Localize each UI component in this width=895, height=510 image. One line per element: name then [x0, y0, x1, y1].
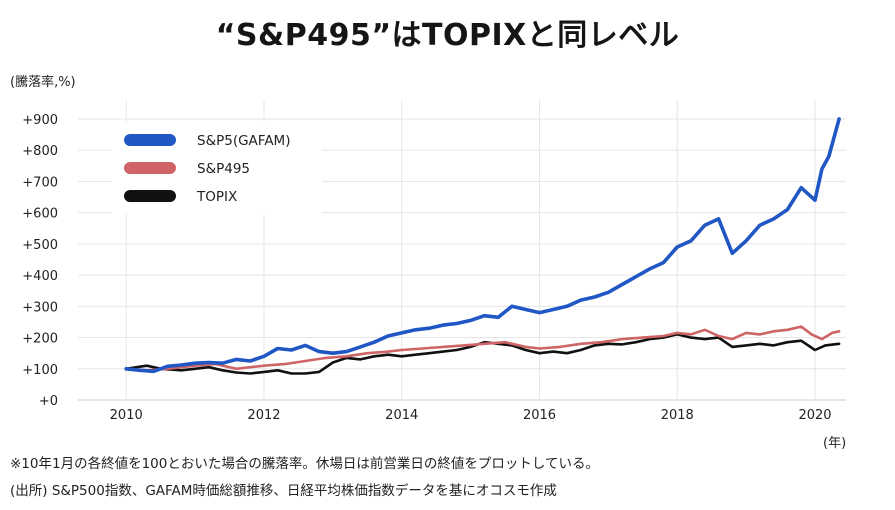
footnote-source: (出所) S&P500指数、GAFAM時価総額推移、日経平均株価指数データを基に… — [10, 483, 557, 499]
y-tick-label: +300 — [22, 300, 58, 315]
x-tick-label: 2018 — [661, 408, 694, 423]
series-line-2 — [124, 333, 841, 375]
legend: S&P5(GAFAM) S&P495 TOPIX — [112, 122, 322, 214]
x-tick-labels: 2010 2012 2014 2016 2018 2020 — [110, 408, 832, 423]
x-tick-label: 2014 — [385, 408, 418, 423]
series-lines — [124, 117, 841, 375]
x-tick-label: 2016 — [523, 408, 556, 423]
chart-title: “S&P495”はTOPIXと同レベル — [215, 18, 680, 53]
legend-label: S&P5(GAFAM) — [197, 133, 290, 149]
y-tick-label: +0 — [39, 394, 58, 409]
y-tick-label: +800 — [22, 144, 58, 159]
y-tick-label: +500 — [22, 238, 58, 253]
y-tick-label: +200 — [22, 332, 58, 347]
y-tick-label: +100 — [22, 363, 58, 378]
legend-label: S&P495 — [197, 161, 250, 177]
x-axis-unit-label: (年) — [823, 436, 847, 451]
series-line-1 — [124, 325, 841, 372]
legend-label: TOPIX — [196, 189, 237, 205]
y-tick-label: +400 — [22, 269, 58, 284]
line-chart: +0 +100 +200 +300 +400 +500 +600 +700 +800 +900 2… — [22, 100, 846, 423]
y-tick-label: +600 — [22, 207, 58, 222]
x-tick-label: 2012 — [247, 408, 280, 423]
y-tick-labels: +0 +100 +200 +300 +400 +500 +600 +700 +800 +900 — [22, 113, 58, 409]
y-axis-label: (騰落率,%) — [10, 75, 76, 90]
y-tick-label: +900 — [22, 113, 58, 128]
series-line-0 — [124, 117, 841, 374]
x-tick-label: 2010 — [110, 408, 143, 423]
y-tick-label: +700 — [22, 175, 58, 190]
x-tick-label: 2020 — [798, 408, 831, 423]
footnote-note: ※10年1月の各終値を100とおいた場合の騰落率。休場日は前営業日の終値をプロッ… — [10, 456, 599, 472]
